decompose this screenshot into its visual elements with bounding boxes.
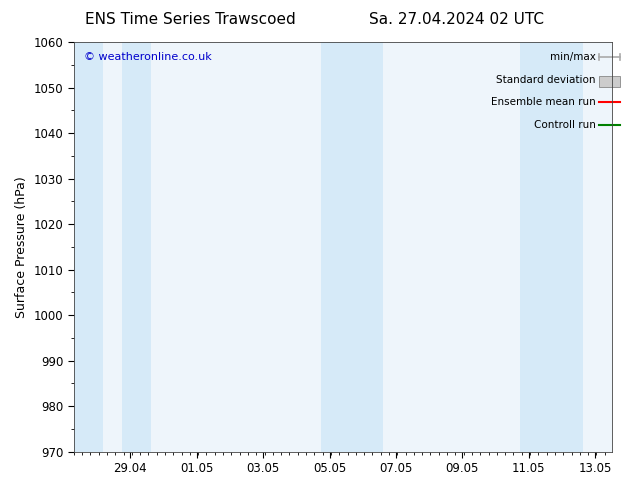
Bar bbox=[74, 42, 103, 452]
Bar bbox=[599, 75, 619, 87]
Bar bbox=[521, 42, 583, 452]
Bar bbox=[122, 42, 151, 452]
Text: Sa. 27.04.2024 02 UTC: Sa. 27.04.2024 02 UTC bbox=[369, 12, 544, 27]
Text: ENS Time Series Trawscoed: ENS Time Series Trawscoed bbox=[85, 12, 295, 27]
Text: min/max: min/max bbox=[550, 52, 595, 62]
Text: Standard deviation: Standard deviation bbox=[496, 75, 595, 85]
Bar bbox=[321, 42, 384, 452]
Text: © weatheronline.co.uk: © weatheronline.co.uk bbox=[84, 52, 212, 62]
Y-axis label: Surface Pressure (hPa): Surface Pressure (hPa) bbox=[15, 176, 28, 318]
Text: Ensemble mean run: Ensemble mean run bbox=[491, 98, 595, 107]
Text: Controll run: Controll run bbox=[534, 120, 595, 130]
